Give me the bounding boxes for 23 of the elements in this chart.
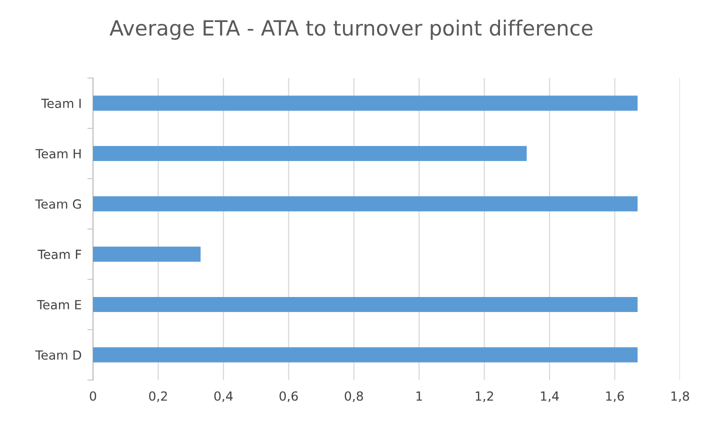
x-tick-label: 0,8 [344, 391, 363, 402]
x-tick-label: 1,4 [540, 391, 559, 402]
y-tick-label: Team E [36, 300, 82, 310]
bar [93, 196, 638, 212]
x-tick-label: 0 [90, 391, 96, 401]
x-tick-label: 1,6 [606, 391, 624, 402]
x-tick-label: 0,4 [214, 391, 233, 402]
y-tick-label: Team G [35, 199, 81, 209]
x-tick-label: 1,2 [476, 391, 494, 402]
y-tick-label: Team H [35, 149, 81, 158]
y-tick-label: Team F [38, 250, 82, 260]
x-tick-label: 1,8 [671, 391, 690, 402]
x-tick-label: 1 [416, 391, 422, 401]
x-tick-label: 0,2 [149, 391, 167, 402]
x-tick-label: 0,6 [280, 391, 298, 402]
bar [93, 246, 201, 262]
y-tick-label: Team D [35, 350, 82, 360]
bar [93, 347, 638, 362]
bar [93, 96, 638, 111]
bar [93, 146, 527, 162]
bar [93, 296, 638, 312]
y-tick-label: Team I [41, 98, 81, 108]
chart-title: Average ETA - ATA to turnover point difference [110, 20, 592, 40]
